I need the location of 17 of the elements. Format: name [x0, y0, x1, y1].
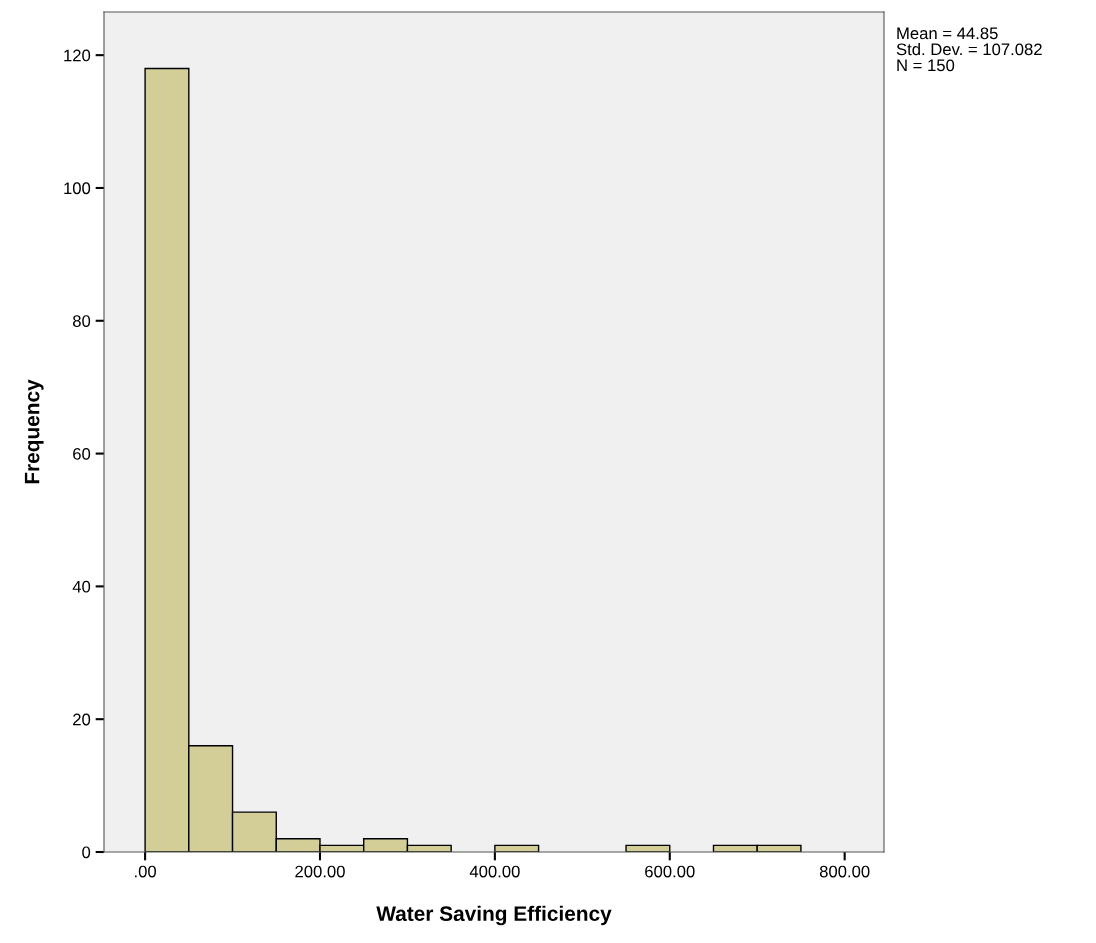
y-tick-label: 60 — [73, 447, 91, 460]
y-tick-label: 80 — [72, 315, 91, 327]
text: Std. Dev. = 107.082 — [896, 43, 1042, 56]
text: Mean = 44.85 — [897, 27, 998, 40]
x-tick-label: 800.00 — [819, 865, 870, 878]
y-axis-title: Frequency — [24, 379, 44, 484]
y-tick-label: 0 — [82, 846, 91, 859]
y-tick-label: 120 — [64, 49, 91, 62]
x-tick-label: 600.00 — [645, 865, 695, 878]
text: N = 150 — [897, 59, 955, 72]
y-tick-label: 100 — [64, 182, 91, 195]
x-tick-label: 400.00 — [469, 865, 520, 878]
x-tick-label: 200.00 — [295, 865, 345, 878]
y-tick-label: 40 — [72, 580, 91, 593]
x-tick-label: .00 — [135, 865, 157, 878]
x-axis-title: Water Saving Efficiency — [376, 905, 612, 926]
y-tick-label: 20 — [73, 713, 91, 726]
